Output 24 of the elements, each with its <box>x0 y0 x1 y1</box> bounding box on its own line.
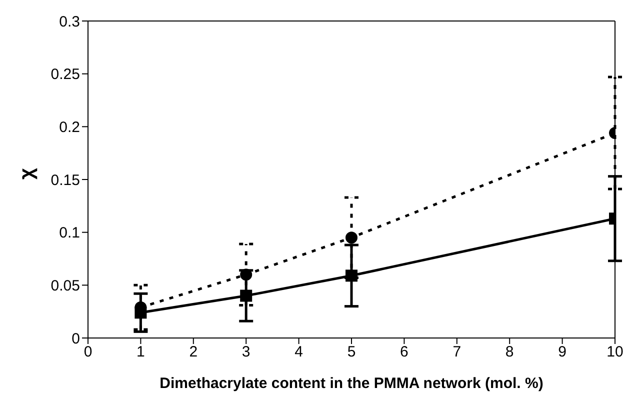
x-tick-label: 4 <box>294 344 303 361</box>
y-tick-label: 0.2 <box>59 118 80 136</box>
y-tick-label: 0.3 <box>59 13 80 30</box>
point <box>346 270 358 282</box>
x-tick-label: 3 <box>242 344 250 361</box>
point <box>240 268 252 281</box>
x-tick-label: 10 <box>606 344 624 361</box>
y-tick-label: 0.1 <box>59 224 80 242</box>
y-tick-label: 0.15 <box>50 172 80 189</box>
y-axis-title: χ <box>16 168 38 180</box>
x-tick-label: 6 <box>400 344 408 361</box>
y-tick-label: 0.05 <box>50 277 80 294</box>
x-axis-title: Dimethacrylate content in the PMMA network (mol. %) <box>160 375 544 392</box>
point <box>240 290 252 302</box>
point <box>346 232 358 244</box>
x-tick-label: 2 <box>189 344 198 361</box>
y-tick-label: 0 <box>72 330 80 348</box>
x-tick-label: 5 <box>347 344 356 361</box>
x-tick-label: 0 <box>84 344 92 361</box>
x-tick-label: 7 <box>452 344 462 361</box>
x-tick-label: 9 <box>558 344 566 361</box>
y-tick-label: 0.25 <box>50 66 80 84</box>
x-tick-label: 1 <box>136 344 145 361</box>
x-tick-label: 8 <box>505 344 514 361</box>
